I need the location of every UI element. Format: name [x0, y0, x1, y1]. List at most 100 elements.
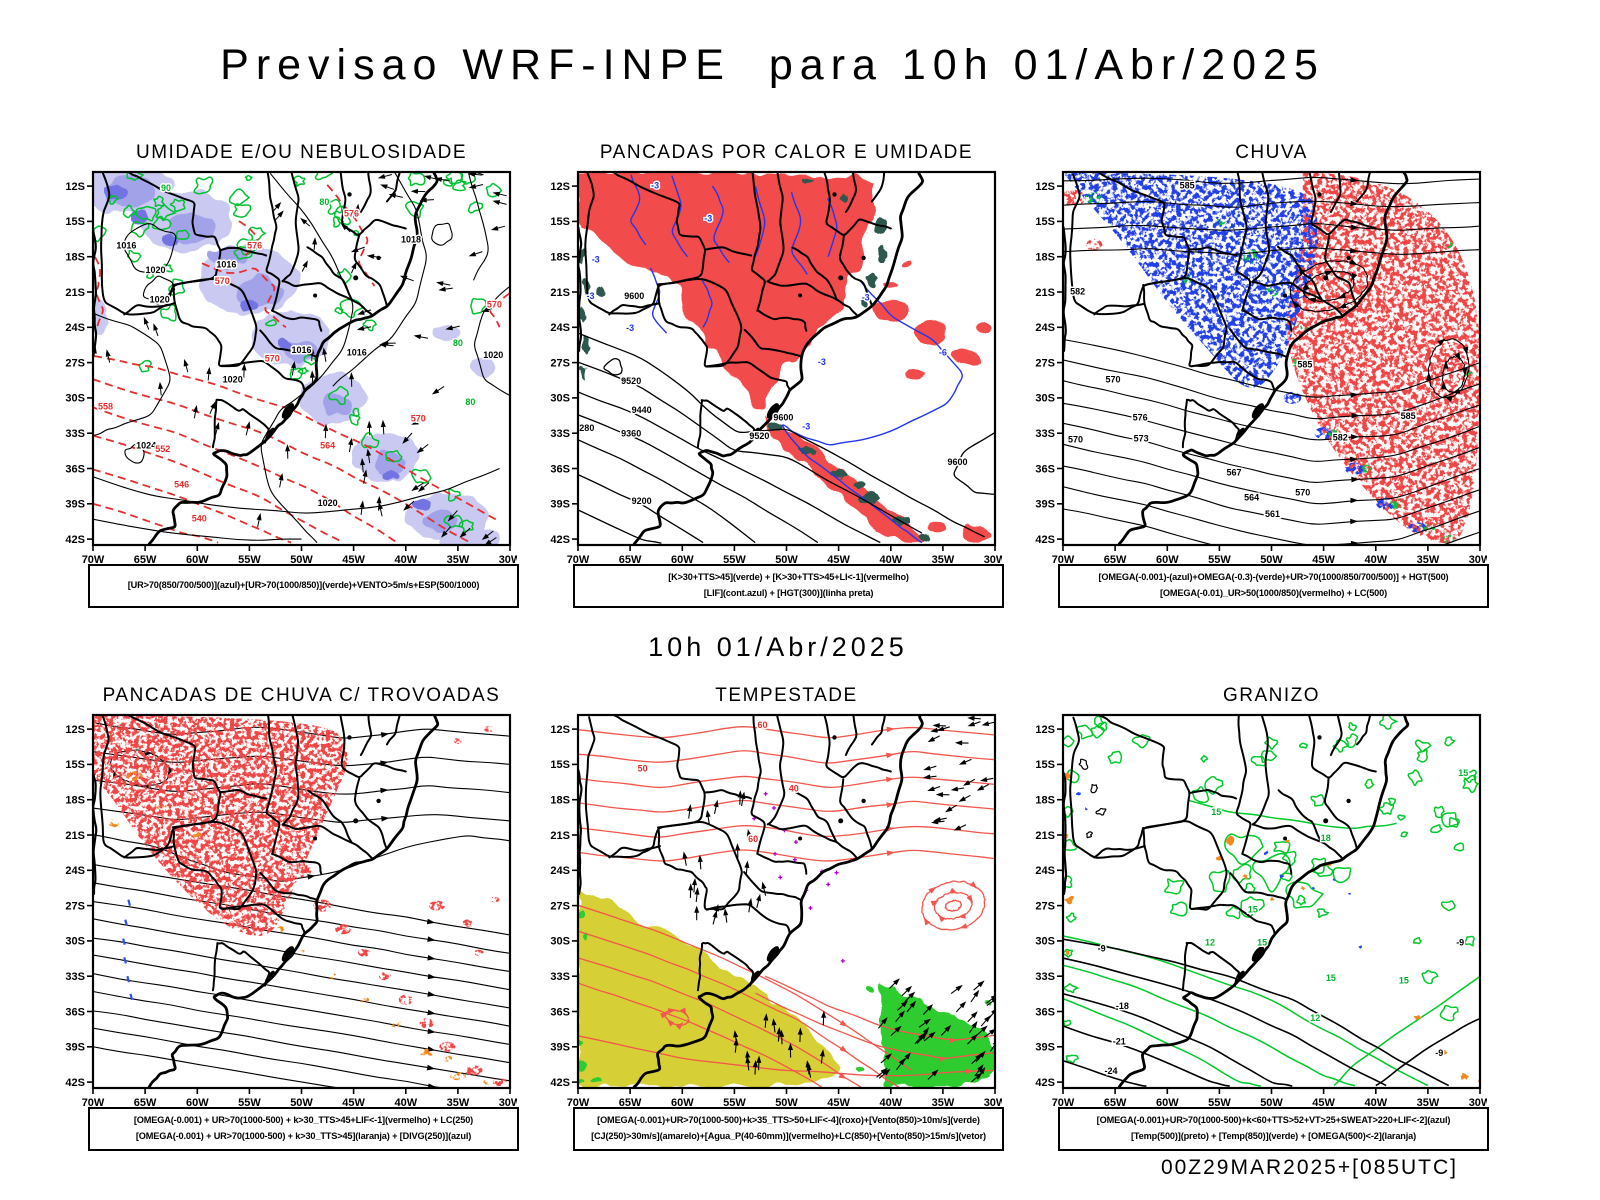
svg-text:55W: 55W	[238, 554, 261, 566]
svg-text:570: 570	[487, 299, 502, 309]
panel-title: TEMPESTADE	[715, 685, 858, 706]
svg-text:40W: 40W	[879, 554, 902, 566]
svg-text:50W: 50W	[775, 554, 798, 566]
svg-text:18S: 18S	[1035, 252, 1055, 264]
svg-text:30S: 30S	[550, 393, 570, 405]
svg-text:60W: 60W	[186, 1097, 209, 1109]
svg-text:30W: 30W	[499, 1097, 517, 1109]
caption-line: [OMEGA(-0.001)+UR>70(1000-500)+k>35_TTS>…	[597, 1115, 980, 1126]
svg-text:576: 576	[344, 209, 359, 219]
svg-text:39S: 39S	[550, 1042, 570, 1054]
svg-text:60W: 60W	[186, 554, 209, 566]
svg-text:12S: 12S	[550, 181, 570, 193]
svg-text:27S: 27S	[1035, 357, 1055, 369]
svg-text:570: 570	[265, 353, 280, 363]
svg-text:-3: -3	[651, 181, 659, 191]
caption-trovoadas: [OMEGA(-0.001) + UR>70(1000-500) + k>30_…	[88, 1107, 519, 1151]
svg-text:55W: 55W	[723, 554, 746, 566]
svg-text:60W: 60W	[671, 554, 694, 566]
svg-text:40W: 40W	[1364, 554, 1387, 566]
svg-text:18: 18	[1321, 833, 1331, 843]
panel-chuva: CHUVA 585 582 585 570 576 573 570 567 564 561 582 5…	[1029, 140, 1489, 608]
svg-text:546: 546	[174, 479, 189, 489]
svg-text:33S: 33S	[550, 971, 570, 983]
svg-text:570: 570	[1068, 435, 1083, 445]
panel-granizo: GRANIZO 15 15 18 15 12 15 15 12 15 -9 -9 -18 -21 -24 -…	[1029, 683, 1489, 1151]
svg-text:35W: 35W	[447, 1097, 470, 1109]
svg-text:65W: 65W	[619, 1097, 642, 1109]
svg-text:45W: 45W	[1312, 554, 1335, 566]
panel-trovoadas: PANCADAS DE CHUVA C/ TROVOADAS 12S 15S 18S…	[59, 683, 519, 1151]
svg-text:-3: -3	[626, 323, 634, 333]
svg-text:90: 90	[161, 183, 171, 193]
svg-text:573: 573	[1134, 434, 1149, 444]
panel-title: GRANIZO	[1222, 685, 1321, 706]
svg-text:1020: 1020	[145, 265, 165, 275]
svg-text:70W: 70W	[567, 554, 590, 566]
svg-text:-21: -21	[1113, 1037, 1126, 1047]
svg-text:582: 582	[1070, 286, 1085, 296]
svg-text:70W: 70W	[567, 1097, 590, 1109]
svg-text:30W: 30W	[1469, 554, 1487, 566]
svg-text:65W: 65W	[1104, 1097, 1127, 1109]
svg-text:27S: 27S	[550, 357, 570, 369]
svg-text:70W: 70W	[82, 1097, 105, 1109]
caption-line: [LIF](cont.azul) + [HGT(300)](linha pret…	[703, 588, 874, 598]
svg-text:9600: 9600	[624, 291, 644, 301]
panel-title: PANCADAS DE CHUVA C/ TROVOADAS	[102, 685, 501, 706]
svg-text:60W: 60W	[1156, 1097, 1179, 1109]
svg-text:80: 80	[319, 197, 329, 207]
svg-text:15: 15	[1248, 905, 1258, 915]
svg-text:36S: 36S	[550, 463, 570, 475]
svg-text:9360: 9360	[621, 429, 641, 439]
caption-line: [OMEGA(-0.01)_UR>50(1000/850)(vermelho) …	[1159, 588, 1388, 598]
svg-text:39S: 39S	[1035, 499, 1055, 511]
svg-text:12S: 12S	[65, 724, 85, 736]
svg-text:24S: 24S	[65, 865, 85, 877]
svg-text:570: 570	[215, 276, 230, 286]
svg-text:30S: 30S	[1035, 393, 1055, 405]
caption-line: [OMEGA(-0.001)+UR>70(1000-500)+k<60+TTS>…	[1096, 1115, 1451, 1126]
svg-text:50W: 50W	[290, 554, 313, 566]
svg-text:-18: -18	[1116, 1001, 1129, 1011]
caption-line: [OMEGA(-0.001) + UR>70(1000-500) + k>30_…	[135, 1131, 472, 1141]
weather-map-granizo: 15 15 18 15 12 15 15 12 15 -9 -9 -18 -21 -24 -9 12S 15S 1…	[1035, 713, 1487, 1109]
svg-text:-3: -3	[862, 292, 870, 302]
svg-text:1024: 1024	[136, 441, 156, 451]
svg-text:21S: 21S	[65, 830, 85, 842]
svg-text:12S: 12S	[1035, 181, 1055, 193]
svg-text:9600: 9600	[947, 457, 967, 467]
svg-text:39S: 39S	[1035, 1042, 1055, 1054]
svg-text:12: 12	[1205, 938, 1215, 948]
caption-tempestade: [OMEGA(-0.001)+UR>70(1000-500)+k>35_TTS>…	[573, 1107, 1004, 1151]
svg-text:50W: 50W	[775, 1097, 798, 1109]
svg-text:33S: 33S	[65, 428, 85, 440]
svg-text:30S: 30S	[65, 393, 85, 405]
svg-text:40W: 40W	[394, 554, 417, 566]
svg-text:33S: 33S	[550, 428, 570, 440]
svg-text:585: 585	[1401, 411, 1416, 421]
svg-text:42S: 42S	[1035, 534, 1055, 546]
svg-text:30W: 30W	[984, 554, 1002, 566]
weather-map-chuva: 585 582 585 570 576 573 570 567 564 561 582 585 570 1…	[1035, 170, 1487, 566]
svg-text:45W: 45W	[1312, 1097, 1335, 1109]
caption-pancadas-calor: [K>30+TTS>45](verde) + [K>30+TTS>45+LI<-…	[573, 564, 1004, 608]
svg-text:24S: 24S	[550, 322, 570, 334]
svg-text:60W: 60W	[1156, 554, 1179, 566]
weather-map-trovoadas: 12S 15S 18S 21S 24S 27S 30S 33S 36S 39S 42S 70W 65W 6…	[65, 713, 517, 1109]
svg-text:564: 564	[320, 441, 335, 451]
svg-text:36S: 36S	[1035, 463, 1055, 475]
svg-text:540: 540	[192, 514, 207, 524]
weather-map-tempestade: 50 60 40 60 12S 15S 18S 21S 24S 27S 30S 33S 36S 39S 42…	[550, 713, 1002, 1109]
svg-text:-24: -24	[1104, 1066, 1117, 1076]
svg-text:40W: 40W	[394, 1097, 417, 1109]
svg-text:24S: 24S	[1035, 322, 1055, 334]
weather-map-umidade: 1016 1020 1020 1016 1018 1016 1016 1020 1024 1020…	[65, 170, 517, 566]
svg-text:70W: 70W	[1052, 1097, 1075, 1109]
svg-text:30S: 30S	[1035, 936, 1055, 948]
svg-text:-9: -9	[1098, 944, 1106, 954]
svg-text:45W: 45W	[827, 554, 850, 566]
svg-text:1016: 1016	[116, 241, 136, 251]
svg-text:1018: 1018	[401, 235, 421, 245]
svg-text:42S: 42S	[550, 534, 570, 546]
